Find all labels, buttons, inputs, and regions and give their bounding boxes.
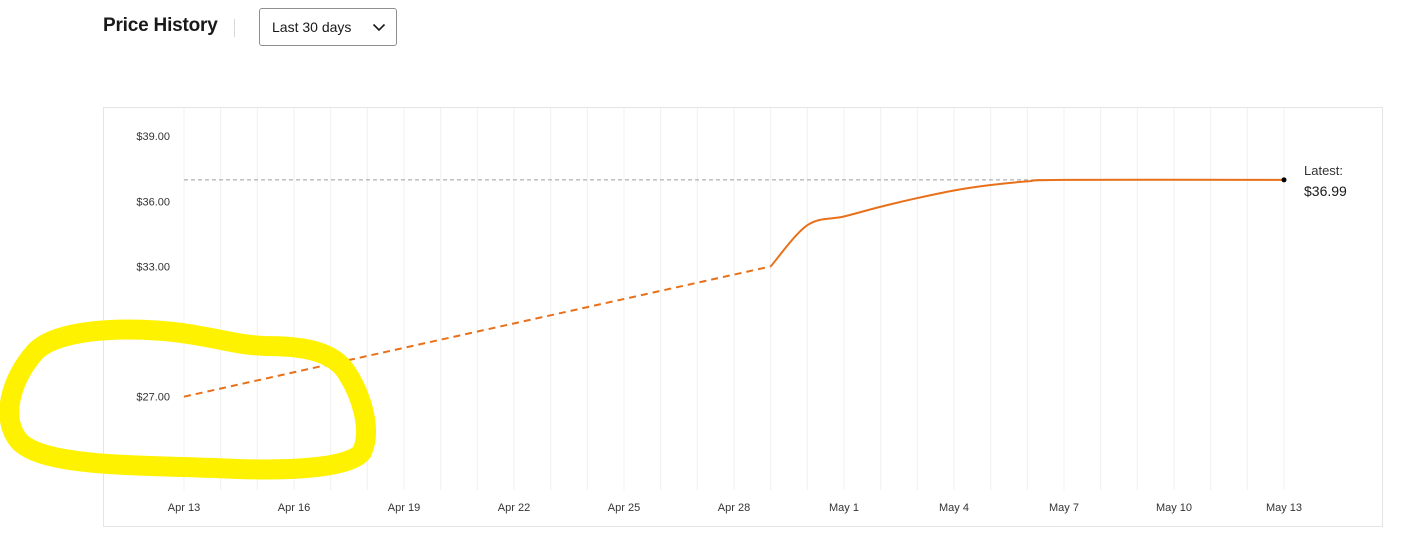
chart-frame [103, 107, 1383, 527]
x-tick-label: Apr 16 [278, 502, 310, 514]
latest-price-point [1281, 177, 1287, 183]
x-tick-label: Apr 28 [718, 502, 750, 514]
x-tick-label: Apr 13 [168, 502, 200, 514]
latest-label: Latest: [1304, 163, 1343, 178]
date-range-dropdown[interactable]: Last 30 days [259, 8, 397, 46]
estimated-price-line [183, 265, 771, 398]
x-tick-label: Apr 22 [498, 502, 530, 514]
y-tick-label: $39.00 [136, 131, 170, 143]
x-tick-label: May 1 [829, 502, 859, 514]
header-divider [234, 19, 235, 37]
yellow-highlight-scribble [0, 319, 376, 480]
y-tick-label: $36.00 [136, 196, 170, 208]
x-tick-label: Apr 25 [608, 502, 640, 514]
observed-price-line [769, 178, 1285, 268]
x-tick-label: May 13 [1266, 502, 1302, 514]
date-range-label: Last 30 days [272, 19, 352, 35]
page-title: Price History [103, 15, 218, 36]
latest-value: $36.99 [1304, 183, 1347, 199]
x-tick-label: May 10 [1156, 502, 1192, 514]
chevron-down-icon [362, 23, 396, 32]
y-tick-label: $33.00 [136, 261, 170, 273]
x-tick-label: May 4 [939, 502, 969, 514]
x-tick-label: May 7 [1049, 502, 1079, 514]
x-tick-label: Apr 19 [388, 502, 420, 514]
y-tick-label: $27.00 [136, 392, 170, 404]
